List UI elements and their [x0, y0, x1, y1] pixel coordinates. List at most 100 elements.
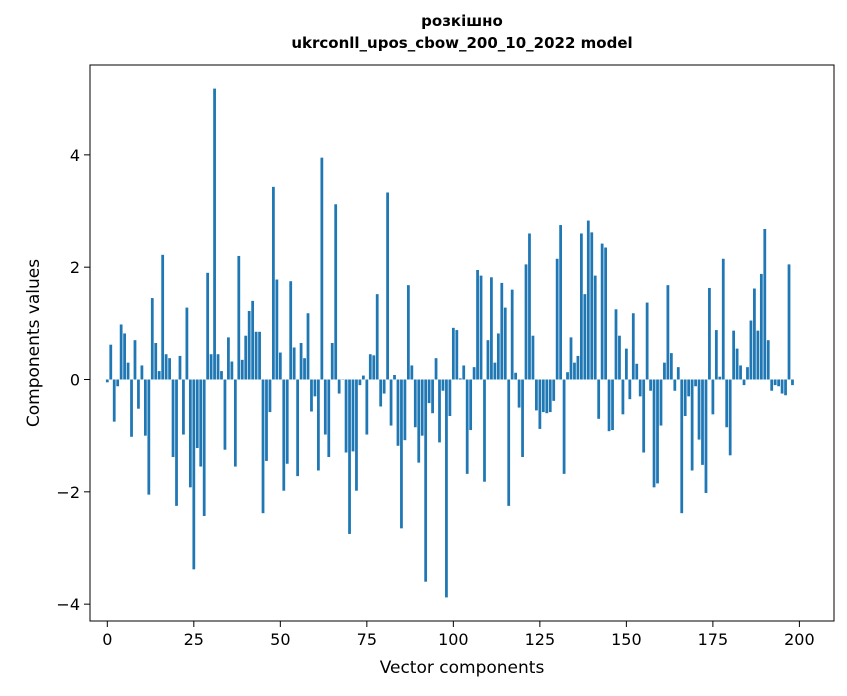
bar-154 — [638, 379, 642, 397]
x-axis-label: Vector components — [379, 658, 545, 678]
bar-40 — [244, 335, 248, 380]
bar-92 — [424, 379, 428, 582]
bar-50 — [278, 352, 282, 380]
bar-170 — [694, 379, 697, 387]
bar-128 — [548, 379, 552, 413]
bar-165 — [676, 367, 680, 380]
bar-181 — [732, 330, 736, 380]
bar-1 — [109, 344, 113, 380]
bar-67 — [337, 379, 341, 394]
bar-5 — [123, 333, 126, 380]
bar-94 — [431, 379, 434, 414]
bar-8 — [133, 340, 137, 380]
plot-frame — [89, 64, 835, 622]
bar-116 — [507, 379, 511, 506]
bar-159 — [656, 379, 659, 484]
bar-120 — [521, 379, 524, 458]
bar-41 — [247, 310, 251, 380]
bar-114 — [500, 282, 504, 380]
bar-149 — [621, 379, 625, 415]
bar-25 — [192, 379, 196, 570]
bar-22 — [182, 379, 185, 435]
bar-179 — [725, 379, 729, 428]
bar-183 — [739, 365, 742, 380]
bar-174 — [708, 287, 711, 380]
bar-64 — [327, 379, 331, 458]
bar-118 — [514, 372, 518, 380]
bar-19 — [171, 379, 175, 458]
bar-11 — [143, 379, 147, 436]
bar-26 — [195, 379, 199, 449]
bar-72 — [355, 379, 358, 491]
bar-163 — [669, 353, 673, 380]
bar-46 — [265, 379, 268, 461]
bar-77 — [372, 355, 376, 380]
bar-65 — [330, 343, 334, 380]
bar-108 — [479, 275, 483, 380]
bar-52 — [285, 379, 289, 464]
bar-110 — [486, 340, 490, 380]
x-tick-label: 25 — [184, 630, 204, 649]
bar-150 — [624, 348, 628, 380]
bar-29 — [206, 272, 210, 380]
x-axis-ticks: 0 25 50 75 100 125 150 175 200 — [102, 621, 815, 649]
bar-158 — [652, 379, 656, 488]
bar-98 — [445, 379, 448, 598]
bar-167 — [683, 379, 687, 417]
x-tick-label: 50 — [270, 630, 290, 649]
bar-111 — [490, 277, 493, 380]
bar-140 — [590, 232, 594, 380]
bar-193 — [773, 379, 777, 386]
bar-137 — [580, 233, 583, 380]
bar-6 — [126, 362, 130, 380]
bar-39 — [240, 359, 244, 380]
bar-16 — [161, 254, 165, 380]
bar-126 — [541, 379, 545, 413]
y-tick-label: −4 — [56, 595, 80, 614]
bar-117 — [510, 289, 514, 380]
bar-152 — [631, 313, 635, 380]
bar-70 — [348, 379, 351, 534]
y-tick-label: 2 — [70, 258, 80, 277]
bar-162 — [666, 285, 670, 380]
y-axis-ticks: −4 −2 0 2 4 — [56, 146, 90, 614]
chart-subtitle: ukrconll_upos_cbow_200_10_2022 model — [291, 34, 633, 52]
bar-143 — [600, 243, 604, 380]
bar-187 — [753, 288, 756, 380]
bar-13 — [150, 298, 154, 380]
bar-10 — [140, 365, 144, 380]
bar-112 — [493, 362, 497, 380]
bar-31 — [213, 88, 216, 380]
bar-9 — [137, 379, 140, 409]
bar-44 — [258, 331, 261, 380]
bar-28 — [202, 379, 206, 516]
bar-171 — [697, 379, 701, 440]
bar-145 — [607, 379, 611, 432]
bar-102 — [458, 378, 462, 380]
bar-81 — [386, 192, 389, 380]
bar-103 — [462, 365, 466, 380]
bar-139 — [586, 220, 590, 380]
bar-121 — [524, 264, 528, 380]
bar-177 — [718, 376, 722, 380]
bar-7 — [130, 379, 133, 437]
bar-182 — [735, 348, 739, 380]
bar-93 — [427, 379, 431, 404]
bar-62 — [320, 157, 324, 380]
y-tick-label: 4 — [70, 146, 80, 165]
bar-160 — [659, 379, 663, 426]
bar-84 — [396, 379, 400, 446]
bar-57 — [303, 358, 306, 380]
bar-27 — [199, 379, 203, 467]
bar-147 — [614, 309, 618, 380]
bar-196 — [784, 379, 787, 396]
bar-79 — [379, 379, 383, 407]
bar-95 — [434, 358, 438, 380]
bar-87 — [406, 285, 410, 380]
bar-175 — [711, 379, 715, 415]
bar-106 — [472, 367, 476, 380]
bar-144 — [604, 247, 607, 380]
bar-148 — [618, 335, 621, 380]
bar-191 — [766, 340, 770, 380]
bar-156 — [645, 302, 649, 380]
